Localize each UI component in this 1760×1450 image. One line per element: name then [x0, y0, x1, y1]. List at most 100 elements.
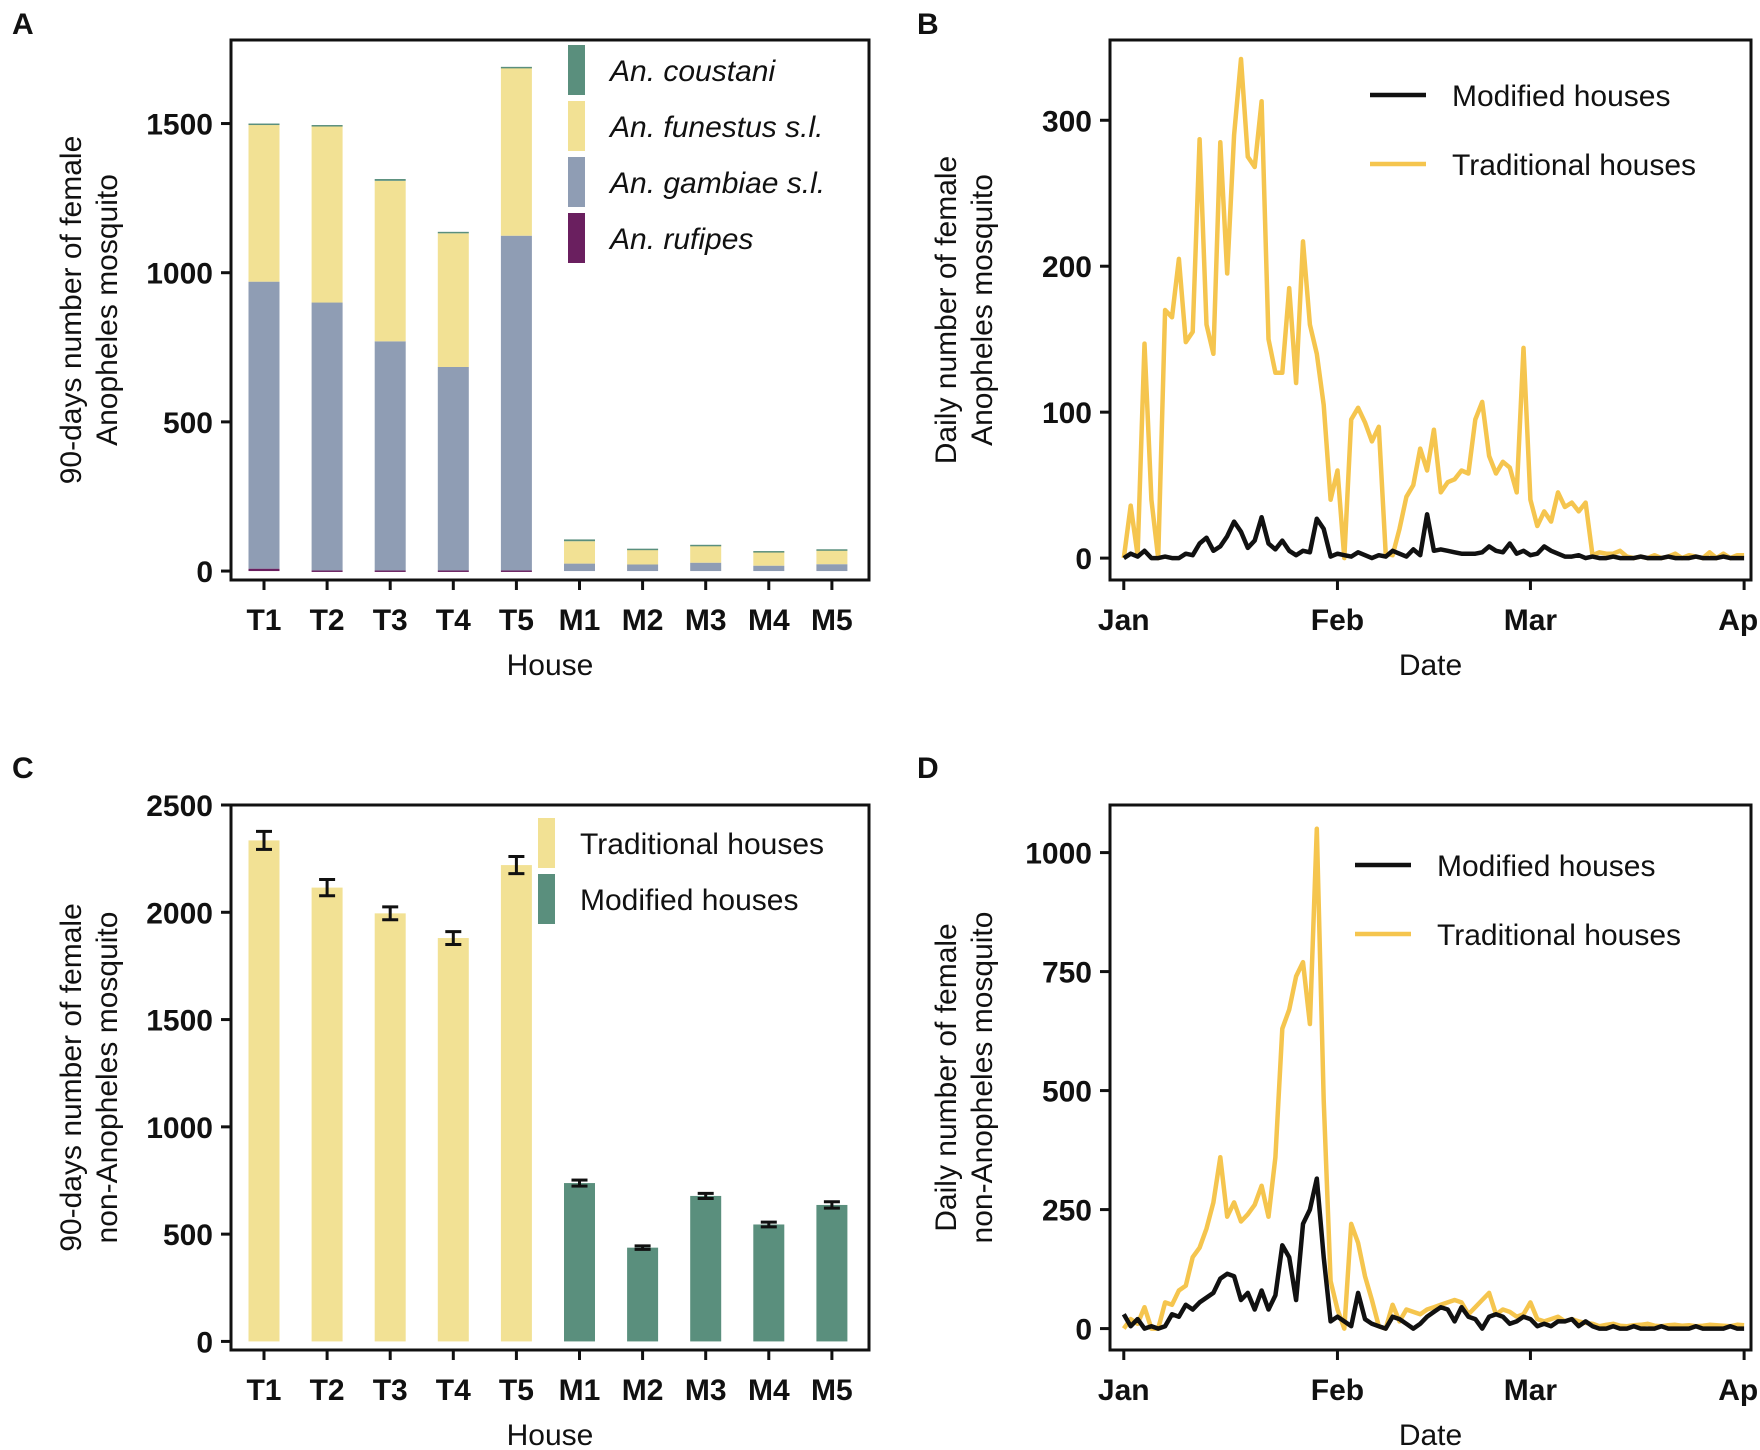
bar-segment-funestus	[248, 125, 280, 282]
x-axis-label: Date	[1399, 1419, 1462, 1450]
x-tick-label: T1	[246, 604, 281, 637]
legend-label-gambiae: An. gambiae s.l.	[608, 167, 825, 200]
bar-segment-coustani	[248, 123, 280, 126]
bar-segment-coustani	[500, 66, 532, 69]
x-tick-label: T4	[436, 604, 471, 637]
y-axis-label: Daily number of female non-Anopheles mosq…	[930, 912, 999, 1244]
bar-segment-coustani	[564, 539, 595, 542]
x-tick-label: T1	[246, 1374, 281, 1407]
y-axis-label-line: non-Anopheles mosquito	[91, 912, 124, 1244]
plot-frame	[229, 803, 871, 1352]
x-tick-label: Mar	[1504, 604, 1558, 637]
x-tick-label: M4	[748, 604, 790, 637]
y-tick-label: 500	[163, 1219, 213, 1252]
bar-segment-gambiae	[437, 366, 469, 571]
bar-segment-coustani	[374, 179, 406, 181]
y-tick-label: 1500	[146, 109, 213, 142]
legend-label-modified: Modified houses	[1437, 850, 1655, 883]
y-axis-label-line: 90-days number of female	[55, 136, 88, 485]
bar-segment-gambiae	[816, 564, 848, 572]
bar-segment-coustani	[690, 544, 722, 547]
legend-label-funestus: An. funestus s.l.	[608, 111, 823, 144]
bar-bar_modified	[753, 1224, 785, 1342]
y-axis-label: Daily number of female Anopheles mosquito	[930, 156, 999, 464]
y-axis-label: 90-days number of female Anopheles mosqui…	[55, 136, 124, 485]
x-tick-label: Feb	[1311, 1374, 1364, 1407]
x-tick-label: T2	[310, 1374, 345, 1407]
y-tick-label: 750	[1042, 957, 1092, 990]
bar-segment-funestus	[311, 125, 343, 303]
x-tick-label: M1	[559, 604, 601, 637]
bar-bar_traditional	[374, 913, 406, 1342]
x-axis-label: House	[507, 1419, 594, 1450]
bar-segment-funestus	[816, 549, 848, 565]
x-tick-label: Jan	[1098, 604, 1150, 637]
bar-segment-coustani	[816, 549, 848, 551]
x-tick-label: Apr	[1718, 604, 1760, 637]
bar-segment-coustani	[627, 548, 659, 551]
y-tick-label: 1000	[146, 1112, 213, 1145]
bar-bar_modified	[627, 1247, 659, 1342]
series-line-modified	[1121, 1176, 1745, 1331]
y-tick-label: 250	[1042, 1195, 1092, 1228]
plot-frame	[1108, 803, 1753, 1352]
y-axis-label-line: Anopheles mosquito	[966, 174, 999, 446]
x-axis-label: House	[507, 649, 594, 682]
bar-segment-funestus	[500, 67, 532, 236]
panel-c-bar-chart: C 0 500 1000 1500 2000 2500 90-days number of f…	[12, 752, 871, 1450]
x-tick-label: M3	[685, 604, 727, 637]
y-tick-label: 500	[163, 407, 213, 440]
x-tick-label: M3	[685, 1374, 727, 1407]
x-tick-label: T5	[499, 604, 534, 637]
panel-letter: B	[917, 8, 939, 41]
bar-segment-funestus	[753, 551, 785, 566]
x-tick-label: Jan	[1098, 1374, 1150, 1407]
bar-segment-funestus	[437, 233, 469, 367]
series-line-traditional	[1121, 56, 1745, 561]
legend-label-modified: Modified houses	[1452, 80, 1670, 113]
panel-d-line-chart: D 0 250 500 750 1000 Daily number of female non…	[917, 752, 1760, 1450]
y-axis-label-line: 90-days number of female	[55, 903, 88, 1252]
y-tick-label: 0	[196, 1326, 213, 1359]
x-tick-label: T3	[373, 1374, 408, 1407]
bar-segment-gambiae	[564, 563, 595, 572]
y-tick-label: 500	[1042, 1076, 1092, 1109]
bar-bar_traditional	[437, 938, 469, 1342]
legend-label-traditional: Traditional houses	[1437, 919, 1681, 952]
x-tick-label: M5	[811, 1374, 853, 1407]
legend-label-rufipes: An. rufipes	[608, 223, 753, 256]
bar-bar_traditional	[311, 887, 343, 1342]
x-tick-label: M5	[811, 604, 853, 637]
panel-a-stacked-bar-chart: A 0 500 1000 1500 90-days number of female Ano…	[12, 8, 871, 682]
legend-label-bar_modified: Modified houses	[580, 884, 798, 917]
y-axis-label: 90-days number of female non-Anopheles mo…	[55, 903, 124, 1252]
bar-segment-gambiae	[311, 302, 343, 571]
x-tick-label: M2	[622, 1374, 664, 1407]
bar-segment-rufipes	[248, 568, 280, 572]
legend-swatch-bar_modified	[538, 874, 555, 924]
bar-segment-funestus	[374, 180, 406, 342]
legend-swatch-coustani	[568, 45, 585, 95]
y-tick-label: 0	[1075, 543, 1092, 576]
bar-segment-gambiae	[374, 341, 406, 571]
x-tick-label: T2	[310, 604, 345, 637]
bar-segment-coustani	[753, 551, 785, 553]
bar-bar_traditional	[500, 865, 532, 1342]
y-axis-label-line: Anopheles mosquito	[91, 174, 124, 446]
legend-label-bar_traditional: Traditional houses	[580, 828, 824, 861]
bar-segment-rufipes	[311, 570, 343, 572]
bar-bar_traditional	[248, 840, 280, 1342]
y-tick-label: 2500	[146, 790, 213, 823]
x-tick-label: T3	[373, 604, 408, 637]
y-tick-label: 1000	[146, 258, 213, 291]
y-tick-label: 1000	[1025, 838, 1092, 871]
bar-segment-coustani	[311, 125, 343, 127]
series-line-modified	[1122, 512, 1745, 561]
legend-swatch-funestus	[568, 101, 585, 151]
x-tick-label: Feb	[1311, 604, 1364, 637]
x-tick-label: M4	[748, 1374, 790, 1407]
bar-segment-rufipes	[437, 570, 469, 572]
y-tick-label: 300	[1042, 105, 1092, 138]
bar-segment-gambiae	[248, 281, 280, 569]
